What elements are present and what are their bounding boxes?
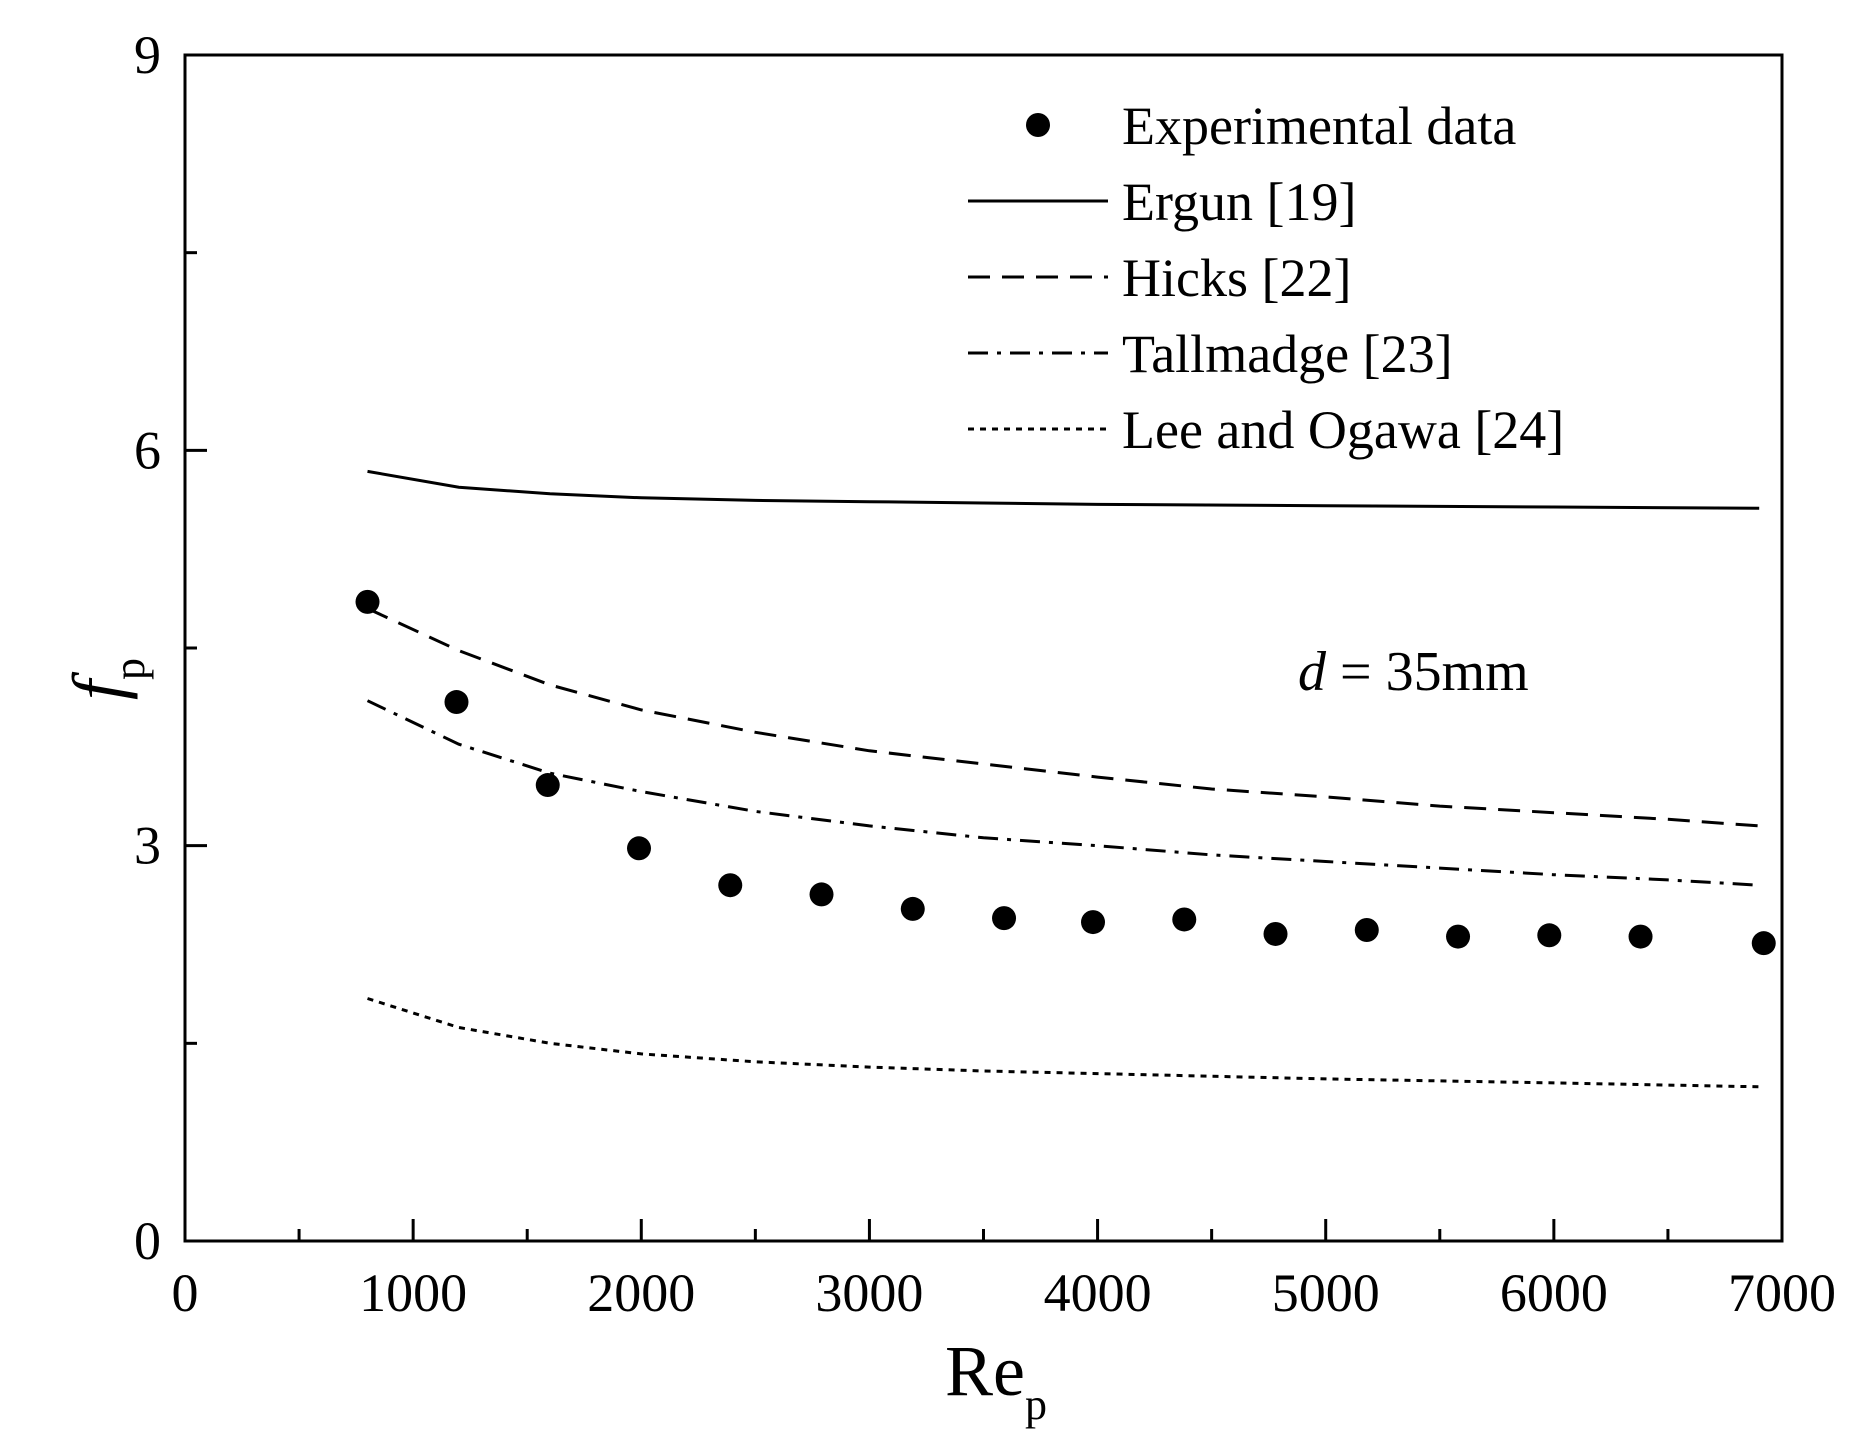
axis-tick-labels: 0 1000 2000 3000 4000 5000 6000 7000 0 3 6 9 xyxy=(134,25,1836,1323)
legend-label-experimental-data: Experimental data xyxy=(1122,96,1516,156)
experimental-data-point xyxy=(900,896,925,921)
x-tick-label: 4000 xyxy=(1044,1263,1152,1323)
series-line-hicks-22 xyxy=(366,607,1760,828)
x-tick-label: 3000 xyxy=(815,1263,923,1323)
experimental-data-point xyxy=(627,836,652,861)
experimental-data-point xyxy=(444,690,469,715)
plot-frame xyxy=(183,53,1784,1243)
y-axis-title: fp xyxy=(58,658,154,700)
x-tick-label: 1000 xyxy=(359,1263,467,1323)
x-tick-label: 5000 xyxy=(1272,1263,1380,1323)
series-layer xyxy=(355,469,1776,1089)
experimental-data-point xyxy=(1081,910,1106,935)
series-line-tallmadge-23 xyxy=(366,699,1760,887)
legend-label-hicks-22: Hicks [22] xyxy=(1122,248,1351,308)
experimental-data-point xyxy=(1263,921,1288,946)
experimental-data-point xyxy=(718,873,743,898)
legend: Experimental data Ergun [19] Hicks [22] Tal… xyxy=(968,96,1564,460)
series-line-ergun-19 xyxy=(367,469,1760,510)
experimental-data-point xyxy=(1537,923,1562,948)
experimental-data-point xyxy=(1354,918,1379,943)
x-tick-label: 0 xyxy=(172,1263,199,1323)
experimental-data-point xyxy=(1628,924,1653,949)
experimental-data-point xyxy=(535,773,560,798)
y-tick-label: 9 xyxy=(134,25,161,85)
x-tick-label: 6000 xyxy=(1500,1263,1608,1323)
x-tick-label: 7000 xyxy=(1728,1263,1836,1323)
y-tick-label: 6 xyxy=(134,420,161,480)
experimental-data-point xyxy=(1172,907,1197,932)
experimental-data-point xyxy=(355,589,380,614)
experimental-data-point xyxy=(1446,924,1471,949)
annotation-d-35mm: d = 35mm xyxy=(1298,641,1529,703)
series-line-lee-and-ogawa-24 xyxy=(367,997,1760,1089)
x-tick-label: 2000 xyxy=(587,1263,695,1323)
legend-label-lee-and-ogawa-24: Lee and Ogawa [24] xyxy=(1122,400,1564,460)
y-tick-label: 3 xyxy=(134,816,161,876)
svg-text:fp: fp xyxy=(58,658,154,700)
experimental-data-point xyxy=(809,882,834,907)
x-axis-title: Rep xyxy=(945,1331,1047,1429)
experimental-data-point xyxy=(992,906,1017,931)
experimental-data-point xyxy=(1751,931,1776,956)
legend-label-ergun-19: Ergun [19] xyxy=(1122,172,1356,232)
axis-ticks xyxy=(185,251,1670,1241)
y-tick-label: 0 xyxy=(134,1211,161,1271)
legend-symbol-experimental-data xyxy=(1026,113,1050,137)
legend-label-tallmadge-23: Tallmadge [23] xyxy=(1122,324,1453,384)
